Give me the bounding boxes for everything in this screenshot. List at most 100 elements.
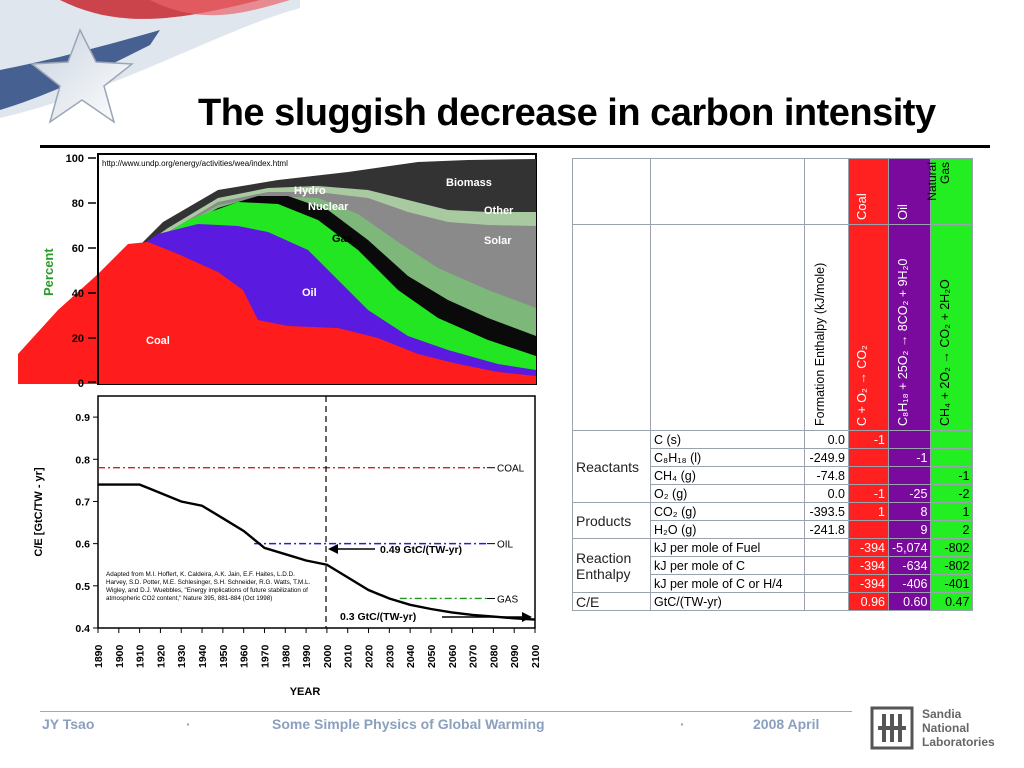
- x-tick-label: 1890: [93, 644, 105, 668]
- x-tick-label: 1900: [114, 644, 126, 668]
- species-cell: C (s): [650, 430, 805, 449]
- coal-cell: [848, 466, 889, 485]
- x-tick-label: 2100: [530, 644, 542, 668]
- reaction-gas: CH₄ + 2O₂ → CO₂ + 2H₂O: [937, 279, 952, 426]
- col-header-coal: Coal: [853, 193, 869, 220]
- coal-cell: -394: [848, 538, 889, 557]
- species-cell: CH₄ (g): [650, 466, 805, 485]
- oil-cell: -1: [887, 448, 932, 467]
- mix-ytick: 80: [72, 198, 84, 210]
- gas-cell: -802: [930, 556, 974, 575]
- x-tick-label: 1980: [280, 644, 292, 668]
- species-cell: H₂O (g): [650, 520, 805, 539]
- footer-separator: ·: [186, 716, 191, 732]
- footer-talk-title: Some Simple Physics of Global Warming: [272, 716, 545, 732]
- region-label-other: Other: [484, 205, 514, 217]
- x-tick-label: 2050: [426, 644, 438, 668]
- table-row: kJ per mole of C -394 -634 -802: [573, 556, 974, 575]
- oil-cell: -25: [887, 484, 932, 503]
- coal-cell: 1: [848, 502, 889, 521]
- reference-label-gas: GAS: [497, 594, 518, 605]
- x-tick-label: 1970: [259, 644, 271, 668]
- x-tick-label: 1940: [197, 644, 209, 668]
- formation-cell: 0.0: [804, 430, 849, 449]
- region-label-nuclear: Nuclear: [308, 201, 349, 213]
- x-tick-label: 1950: [218, 644, 230, 668]
- x-tick-label: 2000: [322, 644, 334, 668]
- oil-cell: 9: [887, 520, 932, 539]
- row-group-reaction-enthalpy: Reaction Enthalpy: [572, 538, 651, 593]
- x-tick-label: 2060: [447, 644, 459, 668]
- col-header-gas: Natural Gas: [924, 162, 952, 201]
- coal-region: [18, 242, 536, 384]
- slide-title: The sluggish decrease in carbon intensit…: [198, 92, 936, 134]
- x-tick-label: 2010: [343, 644, 355, 668]
- footer-separator: ·: [680, 716, 685, 732]
- reaction-oil: C₈H₁₈ + 25O₂ → 8CO₂ + 9H₂0: [895, 258, 910, 426]
- region-label-coal: Coal: [146, 335, 170, 347]
- x-tick-label: 1930: [176, 644, 188, 668]
- table-row: O₂ (g) 0.0 -1 -25 -2: [573, 484, 974, 503]
- table-row: kJ per mole of C or H/4 -394 -406 -401: [573, 574, 974, 593]
- x-tick-label: 1910: [135, 644, 147, 668]
- annotation-03: 0.3 GtC/(TW-yr): [340, 611, 416, 623]
- oil-cell: 8: [887, 502, 932, 521]
- source-url: http://www.undp.org/energy/activities/we…: [102, 159, 288, 168]
- table-row: C/E GtC/(TW-yr) 0.96 0.60 0.47: [572, 592, 974, 611]
- formation-cell: -249.9: [804, 448, 849, 467]
- formation-cell: -74.8: [804, 466, 849, 485]
- coal-cell: -394: [848, 574, 889, 593]
- y-tick-label: 0.5: [75, 581, 90, 593]
- footer-date: 2008 April: [753, 716, 820, 732]
- enthalpy-table-container: Coal Oil Natural Gas Formation Enthalpy …: [572, 158, 976, 611]
- x-tick-label: 1920: [155, 644, 167, 668]
- footer-author: JY Tsao: [42, 716, 95, 732]
- coal-cell: 0.96: [848, 592, 889, 611]
- reference-label-oil: OIL: [497, 540, 514, 551]
- logo-line-3: Laboratories: [922, 735, 995, 749]
- formation-cell: -241.8: [804, 520, 849, 539]
- region-label-oil: Oil: [302, 287, 317, 299]
- mix-ytick: 60: [72, 243, 84, 255]
- gas-cell: [930, 430, 974, 449]
- annotation-049: 0.49 GtC/(TW-yr): [380, 544, 462, 556]
- footer-divider: [40, 711, 852, 712]
- y-axis-label: C/E [GtC/TW - yr]: [33, 467, 45, 557]
- oil-cell: -5,074: [887, 538, 932, 557]
- formation-cell: 0.0: [804, 484, 849, 503]
- coal-cell: -1: [848, 484, 889, 503]
- mix-y-ticks: 100 80 60 40 20 0: [66, 153, 84, 388]
- arrow-03-head: [522, 612, 532, 622]
- x-tick-label: 2080: [488, 644, 500, 668]
- oil-cell: -406: [887, 574, 932, 593]
- coal-cell: [848, 448, 889, 467]
- title-divider: [40, 145, 990, 148]
- species-cell: O₂ (g): [650, 484, 805, 503]
- x-tick-label: 1960: [239, 644, 251, 668]
- gas-cell: -401: [930, 574, 974, 593]
- species-cell: kJ per mole of Fuel: [650, 538, 805, 557]
- y-tick-label: 0.9: [75, 412, 90, 424]
- carbon-intensity-series: [98, 483, 536, 621]
- x-tick-label: 2090: [509, 644, 521, 668]
- citation-text: Adapted from M.I. Hoffert, K. Caldeira, …: [106, 571, 311, 602]
- energy-mix-chart: Biomass Hydro Nuclear Other Gas Solar Oi…: [18, 153, 537, 388]
- region-label-hydro: Hydro: [294, 185, 326, 197]
- reaction-coal: C + O₂ → CO₂: [854, 345, 869, 426]
- x-tick-label: 1990: [301, 644, 313, 668]
- region-label-solar: Solar: [484, 235, 512, 247]
- gas-cell: 1: [930, 502, 974, 521]
- formation-cell: [804, 556, 849, 575]
- gas-cell: 0.47: [930, 592, 974, 611]
- x-axis-label: YEAR: [290, 686, 321, 698]
- enthalpy-table: Coal Oil Natural Gas Formation Enthalpy …: [572, 158, 974, 611]
- x-tick-label: 2020: [364, 644, 376, 668]
- oil-cell: -634: [887, 556, 932, 575]
- logo-line-1: Sandia: [922, 707, 962, 721]
- row-group-products: Products: [572, 502, 651, 539]
- species-cell: C₈H₁₈ (l): [650, 448, 805, 467]
- y-tick-label: 0.8: [75, 454, 90, 466]
- oil-cell: [887, 466, 932, 485]
- table-row: Products CO₂ (g) -393.5 1 8 1: [572, 502, 974, 539]
